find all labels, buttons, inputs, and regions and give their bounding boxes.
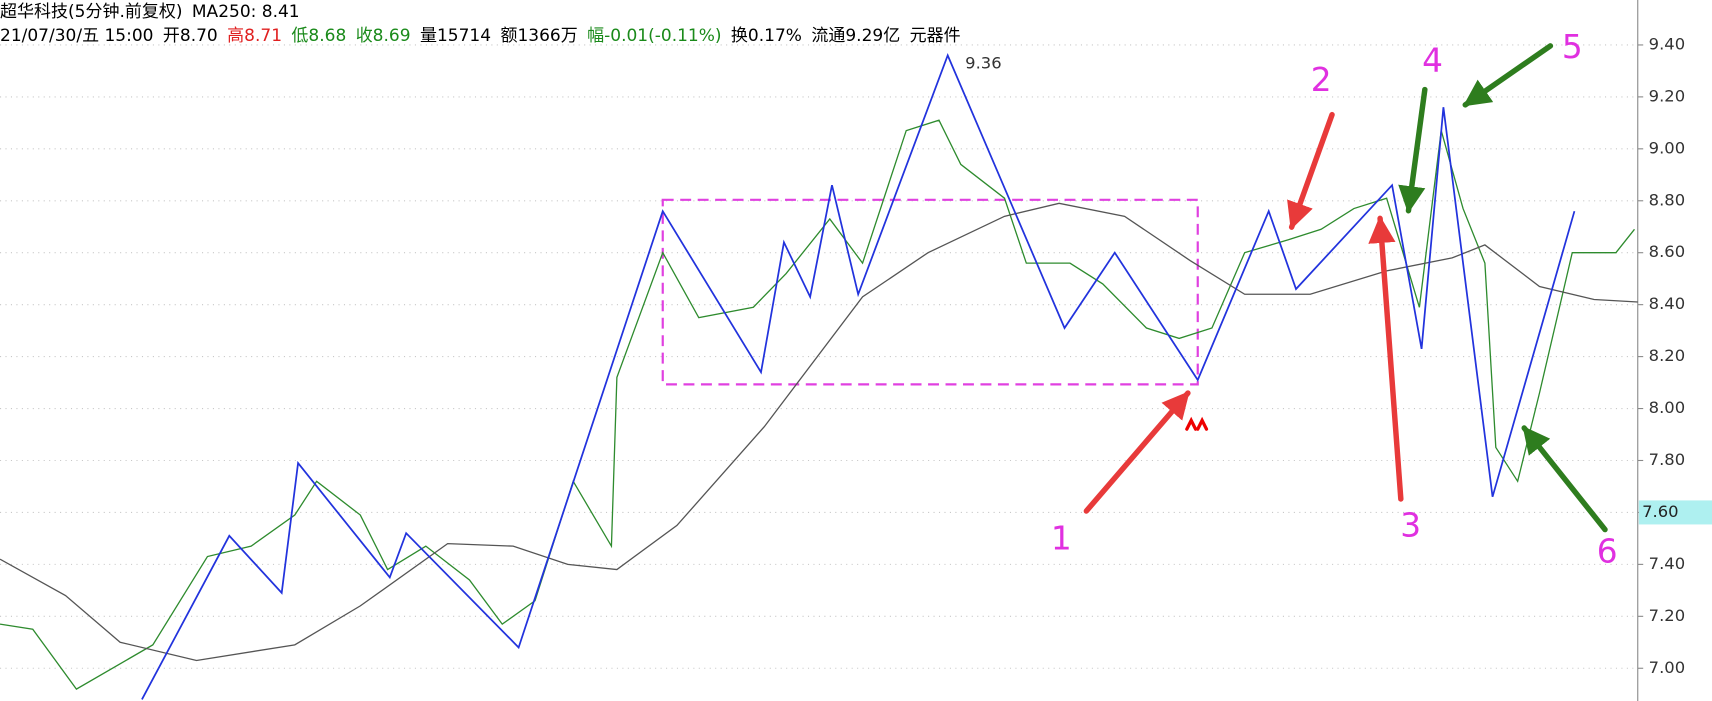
y-tick-label: 7.00 bbox=[1649, 658, 1685, 677]
arrows bbox=[1083, 43, 1608, 533]
y-tick-label: 8.20 bbox=[1649, 346, 1685, 365]
annotation-number: 5 bbox=[1562, 28, 1583, 66]
stock-title: 超华科技(5分钟.前复权) bbox=[0, 2, 183, 22]
y-tick-label: 9.20 bbox=[1649, 86, 1685, 105]
quote: 幅-0.01(-0.11%) bbox=[587, 26, 722, 46]
annotation-number: 6 bbox=[1597, 533, 1618, 571]
series-line bbox=[0, 119, 1635, 690]
arrow bbox=[1083, 390, 1191, 514]
arrow bbox=[1398, 86, 1428, 214]
quote: 收8.69 bbox=[355, 26, 411, 46]
current-price-box bbox=[1638, 500, 1712, 525]
y-tick-label: 8.60 bbox=[1649, 242, 1685, 261]
arrow bbox=[1368, 215, 1404, 502]
arrow bbox=[1287, 111, 1335, 230]
quote: 换0.17% bbox=[730, 26, 802, 46]
header-line: 超华科技(5分钟.前复权) MA250: 8.41 bbox=[0, 0, 965, 24]
signal-icon bbox=[1185, 416, 1209, 431]
quote: 元器件 bbox=[909, 26, 961, 46]
quote: 21/07/30/五 15:00 bbox=[0, 26, 154, 46]
header: 超华科技(5分钟.前复权) MA250: 8.41 21/07/30/五 15:… bbox=[0, 0, 965, 48]
quote: 高8.71 bbox=[227, 26, 283, 46]
y-tick-label: 7.40 bbox=[1649, 554, 1685, 573]
y-tick-label: 7.20 bbox=[1649, 606, 1685, 625]
annotation-number: 1 bbox=[1051, 519, 1072, 557]
arrow bbox=[1521, 425, 1608, 533]
peak-label: 9.36 bbox=[965, 54, 1001, 73]
y-tick-label: 8.80 bbox=[1649, 190, 1685, 209]
quote: 开8.70 bbox=[162, 26, 218, 46]
header-line: 21/07/30/五 15:00 开8.70 高8.71 低8.68 收8.69… bbox=[0, 24, 965, 48]
range-box bbox=[661, 198, 1199, 386]
y-tick-label: 7.80 bbox=[1649, 450, 1685, 469]
annotation-number: 4 bbox=[1422, 41, 1443, 79]
annotation-number: 3 bbox=[1400, 506, 1421, 544]
y-tick-label: 8.40 bbox=[1649, 294, 1685, 313]
quote: 低8.68 bbox=[291, 26, 347, 46]
annotation-number: 2 bbox=[1311, 61, 1332, 99]
quote: 额1366万 bbox=[500, 26, 578, 46]
y-tick-label: 8.00 bbox=[1649, 398, 1685, 417]
arrow bbox=[1462, 43, 1554, 108]
y-tick-label: 9.40 bbox=[1649, 34, 1685, 53]
series-line bbox=[0, 202, 1638, 662]
ma-label: MA250: 8.41 bbox=[191, 2, 300, 22]
series-line bbox=[141, 53, 1576, 700]
current-price-label: 7.60 bbox=[1642, 502, 1678, 521]
quote: 流通9.29亿 bbox=[811, 26, 901, 46]
quote: 量15714 bbox=[419, 26, 492, 46]
y-tick-label: 9.00 bbox=[1649, 138, 1685, 157]
